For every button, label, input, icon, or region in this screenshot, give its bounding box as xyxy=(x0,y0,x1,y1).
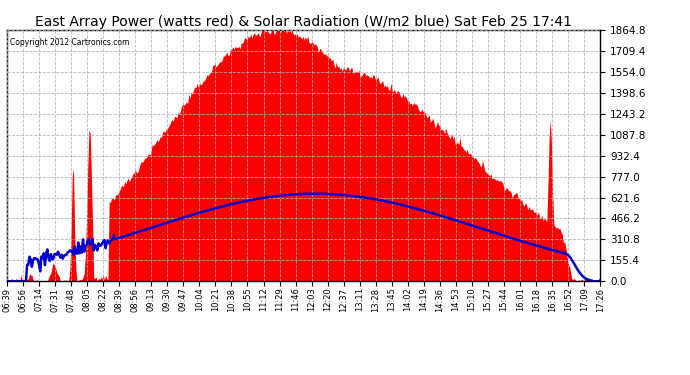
Text: Copyright 2012 Cartronics.com: Copyright 2012 Cartronics.com xyxy=(10,38,129,46)
Title: East Array Power (watts red) & Solar Radiation (W/m2 blue) Sat Feb 25 17:41: East Array Power (watts red) & Solar Rad… xyxy=(35,15,572,29)
